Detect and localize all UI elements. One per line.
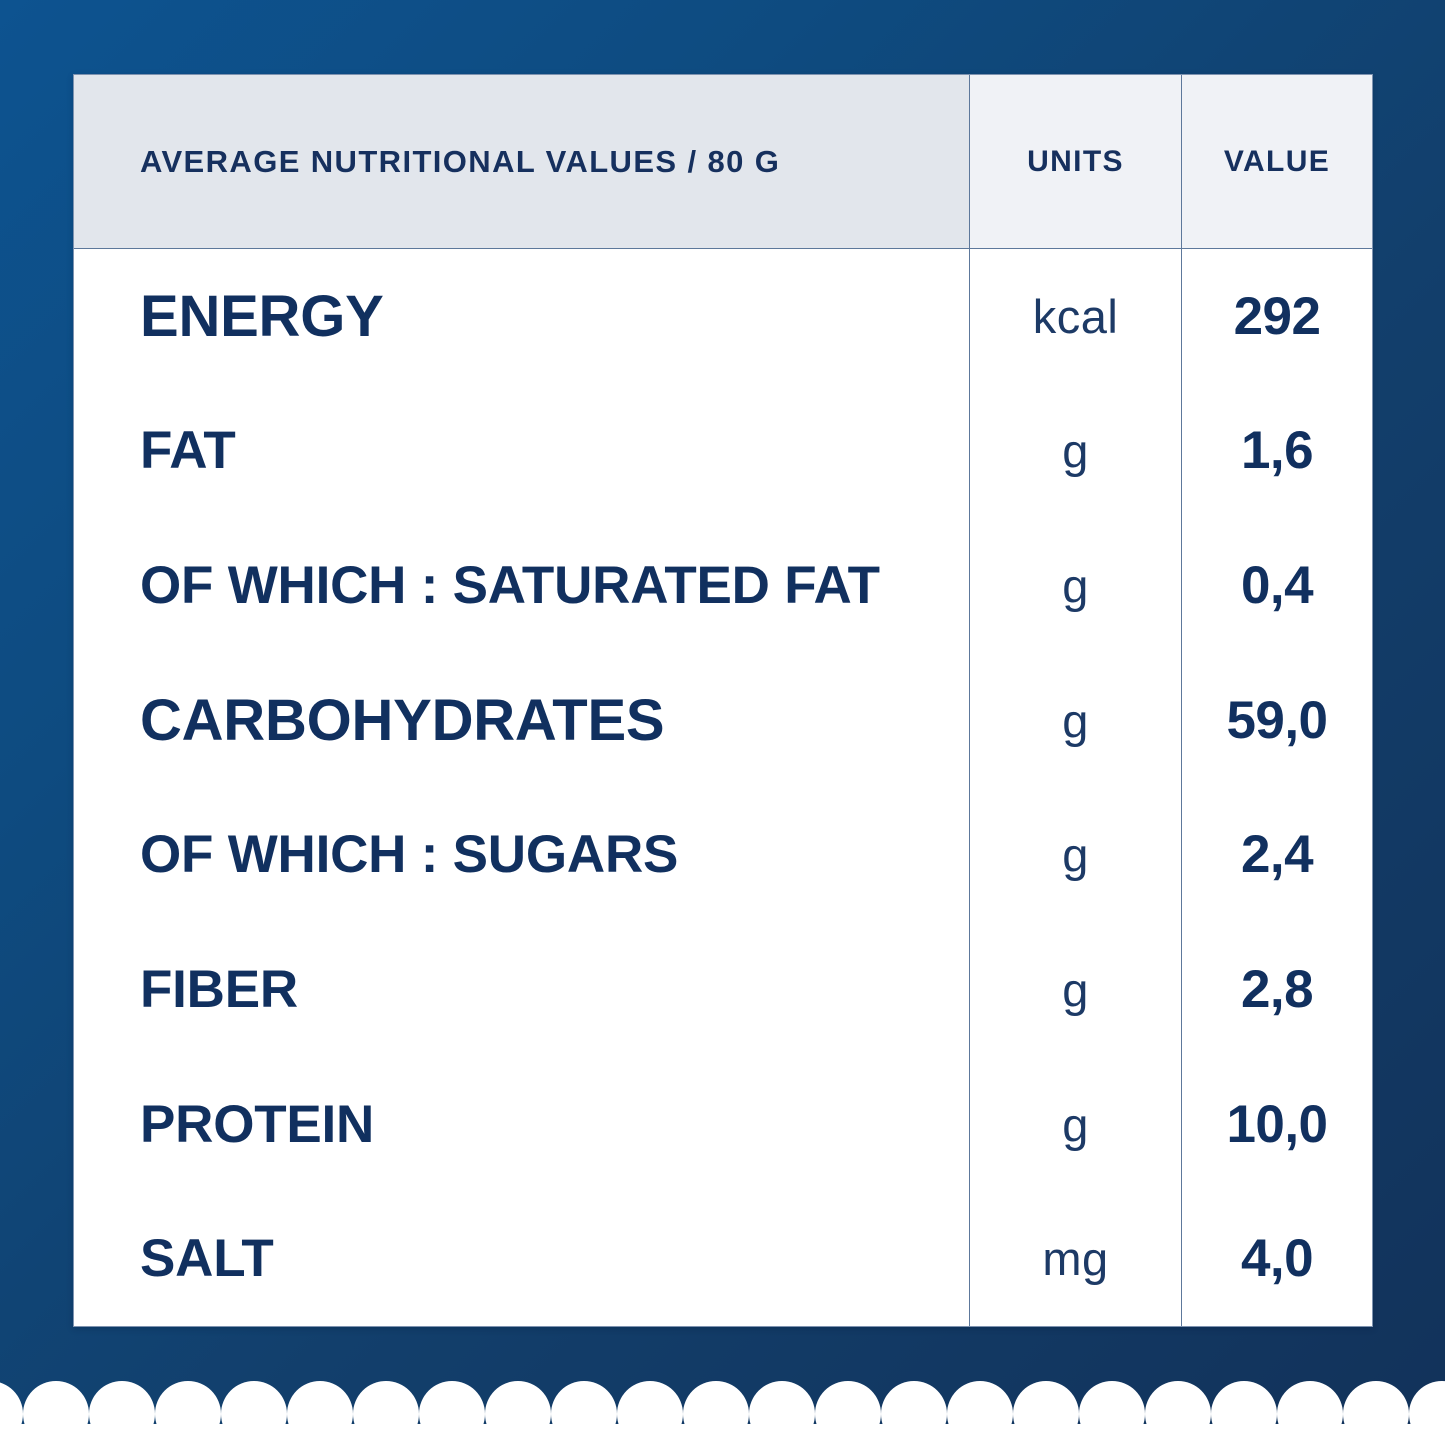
nutrient-name: CARBOHYDRATES — [140, 687, 665, 753]
nutrient-value: 0,4 — [1240, 556, 1314, 616]
table-row: PROTEIN g 10,0 — [74, 1056, 1372, 1192]
row-value-cell: 2,8 — [1182, 922, 1372, 1057]
table-row: FAT g 1,6 — [74, 383, 1372, 519]
row-unit-cell: g — [970, 922, 1182, 1057]
row-unit-cell: g — [970, 652, 1182, 788]
nutrient-value: 1,6 — [1240, 421, 1314, 481]
row-label-cell: CARBOHYDRATES — [74, 652, 970, 788]
row-value-cell: 2,4 — [1182, 788, 1372, 923]
row-value-cell: 10,0 — [1182, 1057, 1372, 1192]
nutrient-unit: g — [1062, 424, 1089, 478]
table-row: ENERGY kcal 292 — [74, 249, 1372, 384]
table-row: SALT mg 4,0 — [74, 1191, 1372, 1326]
row-label-cell: FAT — [74, 383, 970, 519]
row-label-cell: FIBER — [74, 922, 970, 1057]
nutrition-table: AVERAGE NUTRITIONAL VALUES / 80 G UNITS … — [73, 74, 1373, 1327]
header-label-text: AVERAGE NUTRITIONAL VALUES / 80 G — [140, 143, 781, 179]
header-value-text: VALUE — [1223, 144, 1331, 178]
nutrient-unit: g — [1062, 1097, 1089, 1151]
row-unit-cell: kcal — [970, 249, 1182, 384]
table-header-row: AVERAGE NUTRITIONAL VALUES / 80 G UNITS … — [74, 75, 1372, 249]
nutrient-value: 59,0 — [1226, 690, 1328, 750]
header-units-text: UNITS — [1027, 144, 1124, 178]
table-body: ENERGY kcal 292 FAT g 1,6 — [74, 249, 1372, 1326]
row-value-cell: 292 — [1182, 249, 1372, 384]
nutrient-name: OF WHICH : SATURATED FAT — [140, 556, 880, 616]
nutrient-name: SALT — [140, 1229, 274, 1289]
nutrient-unit: kcal — [1032, 289, 1119, 343]
nutrient-unit: mg — [1042, 1232, 1109, 1286]
row-unit-cell: g — [970, 383, 1182, 519]
row-value-cell: 4,0 — [1182, 1191, 1372, 1326]
row-unit-cell: g — [970, 1056, 1182, 1192]
header-cell-value: VALUE — [1182, 75, 1372, 248]
row-label-cell: OF WHICH : SATURATED FAT — [74, 518, 970, 653]
nutrient-unit: g — [1062, 559, 1089, 613]
nutrient-value: 292 — [1233, 286, 1321, 346]
table-row: CARBOHYDRATES g 59,0 — [74, 652, 1372, 788]
row-label-cell: SALT — [74, 1191, 970, 1326]
table-row: OF WHICH : SATURATED FAT g 0,4 — [74, 518, 1372, 653]
nutrient-value: 4,0 — [1240, 1229, 1314, 1289]
scalloped-bottom-edge — [0, 1381, 1445, 1445]
header-cell-nutritional-values: AVERAGE NUTRITIONAL VALUES / 80 G — [74, 75, 970, 248]
nutrient-value: 10,0 — [1226, 1094, 1328, 1154]
row-label-cell: ENERGY — [74, 249, 970, 384]
nutrient-unit: g — [1062, 693, 1089, 747]
nutrient-name: ENERGY — [140, 283, 384, 349]
table-row: OF WHICH : SUGARS g 2,4 — [74, 787, 1372, 923]
nutrient-name: FAT — [140, 421, 236, 481]
nutrient-name: FIBER — [140, 959, 298, 1019]
row-label-cell: OF WHICH : SUGARS — [74, 787, 970, 923]
row-label-cell: PROTEIN — [74, 1056, 970, 1192]
nutrient-unit: g — [1062, 962, 1089, 1016]
nutrient-value: 2,4 — [1240, 825, 1314, 885]
nutrient-name: OF WHICH : SUGARS — [140, 825, 679, 885]
row-unit-cell: g — [970, 518, 1182, 653]
header-cell-units: UNITS — [970, 75, 1182, 248]
row-value-cell: 59,0 — [1182, 653, 1372, 788]
table-row: FIBER g 2,8 — [74, 922, 1372, 1057]
row-value-cell: 1,6 — [1182, 384, 1372, 519]
row-unit-cell: mg — [970, 1191, 1182, 1326]
nutrient-name: PROTEIN — [140, 1094, 375, 1154]
row-unit-cell: g — [970, 787, 1182, 923]
nutrient-unit: g — [1062, 828, 1089, 882]
nutrient-value: 2,8 — [1240, 959, 1314, 1019]
row-value-cell: 0,4 — [1182, 518, 1372, 653]
